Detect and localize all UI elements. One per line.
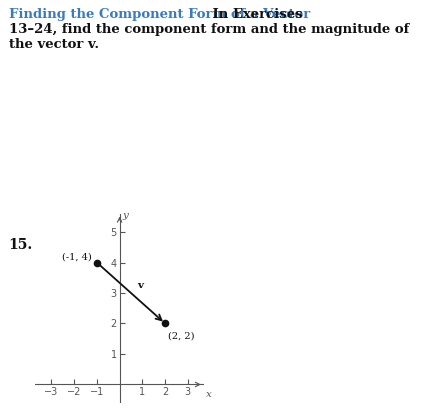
- Text: In Exercises
13–24, find the component form and the magnitude of
the vector v.: In Exercises 13–24, find the component f…: [9, 8, 409, 51]
- Text: v: v: [137, 281, 144, 289]
- Text: (2, 2): (2, 2): [168, 332, 194, 341]
- Text: Finding the Component Form of a Vector: Finding the Component Form of a Vector: [9, 8, 310, 21]
- Text: 15.: 15.: [8, 238, 32, 252]
- Text: x: x: [206, 390, 212, 399]
- Text: (-1, 4): (-1, 4): [62, 252, 91, 261]
- Text: y: y: [122, 211, 128, 220]
